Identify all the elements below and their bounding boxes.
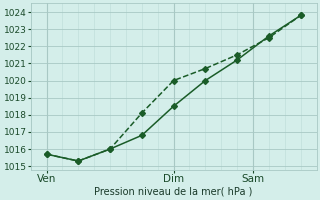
X-axis label: Pression niveau de la mer( hPa ): Pression niveau de la mer( hPa )	[94, 187, 253, 197]
